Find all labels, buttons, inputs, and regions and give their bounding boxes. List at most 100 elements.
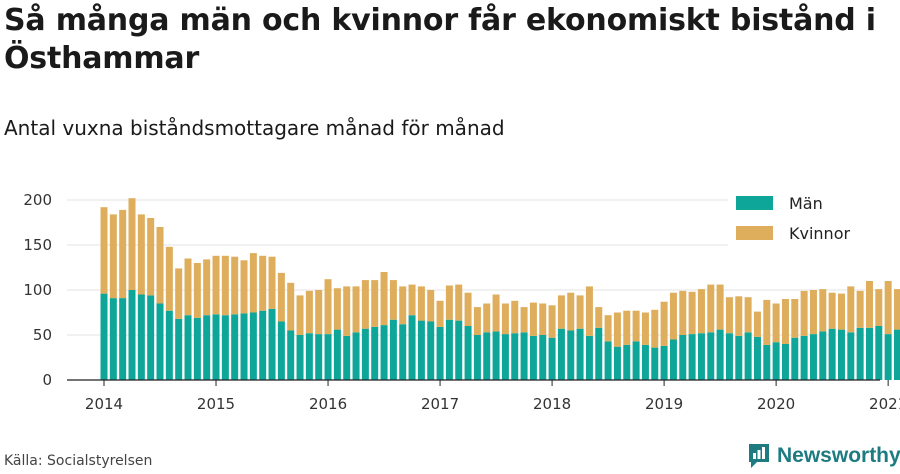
- x-tick-label: 2018: [533, 395, 571, 413]
- bar-woman: [781, 299, 789, 344]
- bars: [100, 198, 900, 380]
- bar-woman: [119, 209, 127, 299]
- stacked-bar-chart: 0 50 100 150 200 2014 2015 2016 2017 2018 2019 202…: [23, 188, 900, 413]
- bar-woman: [697, 289, 705, 334]
- chart-subtitle: Antal vuxna biståndsmottagare månad för …: [4, 116, 505, 140]
- bar-man: [735, 335, 743, 380]
- bar-man: [865, 327, 873, 380]
- x-tick-label: 2019: [645, 395, 683, 413]
- bar-man: [744, 332, 752, 380]
- bar-woman: [651, 309, 659, 348]
- bar-woman: [567, 292, 575, 331]
- bar-man: [585, 335, 593, 380]
- bar-woman: [585, 286, 593, 336]
- legend: Män Kvinnor: [728, 188, 880, 248]
- bar-woman: [287, 282, 295, 331]
- bar-man: [651, 347, 659, 380]
- bar-woman: [613, 312, 621, 347]
- bar-man: [193, 317, 201, 380]
- legend-label: Kvinnor: [789, 224, 850, 243]
- bar-man: [669, 339, 677, 380]
- bar-woman: [296, 295, 304, 335]
- bar-man: [800, 335, 808, 380]
- bar-man: [389, 319, 397, 380]
- bar-man: [819, 331, 827, 380]
- bar-man: [492, 331, 500, 380]
- bar-man: [119, 298, 127, 380]
- bar-man: [772, 342, 780, 380]
- bar-man: [100, 293, 108, 380]
- bar-man: [613, 346, 621, 380]
- bar-man: [352, 332, 360, 380]
- bar-woman: [753, 311, 761, 337]
- bar-man: [660, 345, 668, 380]
- x-tick-label: 2014: [85, 395, 123, 413]
- bar-woman: [268, 256, 276, 309]
- bar-woman: [193, 263, 201, 318]
- bar-woman: [147, 218, 155, 296]
- bar-man: [707, 332, 715, 380]
- bar-man: [305, 333, 313, 380]
- bar-woman: [520, 307, 528, 333]
- bar-woman: [791, 299, 799, 338]
- bar-woman: [763, 299, 771, 345]
- y-tick-label: 100: [23, 281, 52, 299]
- bar-man: [221, 315, 229, 380]
- bar-man: [623, 344, 631, 380]
- bar-man: [856, 327, 864, 380]
- brand-logo: Newsworthy: [747, 441, 900, 471]
- bar-man: [809, 334, 817, 380]
- bar-woman: [576, 295, 584, 329]
- bar-woman: [828, 292, 836, 329]
- bar-man: [529, 335, 537, 380]
- bar-woman: [352, 286, 360, 333]
- bar-woman: [800, 290, 808, 336]
- bar-man: [697, 333, 705, 380]
- bar-woman: [660, 301, 668, 346]
- bar-woman: [884, 281, 892, 335]
- bar-woman: [669, 292, 677, 340]
- chart-title: Så många män och kvinnor får ekonomiskt …: [4, 3, 876, 76]
- bar-woman: [455, 284, 463, 321]
- bar-man: [109, 298, 117, 380]
- bar-woman: [408, 284, 416, 316]
- bar-woman: [361, 280, 369, 329]
- bar-woman: [464, 292, 472, 326]
- bar-man: [315, 334, 323, 380]
- bar-man: [511, 333, 519, 380]
- bar-woman: [595, 307, 603, 328]
- bar-man: [837, 329, 845, 380]
- bar-woman: [380, 272, 388, 326]
- legend-label: Män: [789, 194, 823, 213]
- bar-woman: [847, 286, 855, 333]
- bar-woman: [203, 259, 211, 316]
- bar-man: [483, 332, 491, 380]
- bar-woman: [473, 307, 481, 335]
- bar-man: [287, 330, 295, 380]
- bar-woman: [641, 312, 649, 345]
- x-tick-label: 2021: [869, 395, 900, 413]
- bar-man: [539, 335, 547, 380]
- bar-man: [184, 315, 192, 380]
- bar-man: [781, 344, 789, 380]
- bar-woman: [809, 290, 817, 335]
- bar-woman: [259, 255, 267, 311]
- bar-woman: [249, 253, 257, 313]
- bar-man: [436, 326, 444, 380]
- bar-woman: [893, 289, 900, 330]
- bar-woman: [856, 290, 864, 328]
- bar-woman: [436, 300, 444, 327]
- bar-woman: [716, 284, 724, 330]
- bar-woman: [315, 290, 323, 335]
- x-axis: 2014 2015 2016 2017 2018 2019 2020 2021: [85, 380, 900, 413]
- bar-woman: [557, 295, 565, 329]
- bar-woman: [632, 310, 640, 342]
- bar-man: [249, 312, 257, 380]
- bar-man: [380, 325, 388, 380]
- bar-woman: [539, 303, 547, 335]
- bar-woman: [483, 303, 491, 333]
- x-tick-label: 2016: [309, 395, 347, 413]
- bar-man: [296, 335, 304, 380]
- bar-woman: [865, 281, 873, 328]
- bar-woman: [240, 260, 248, 314]
